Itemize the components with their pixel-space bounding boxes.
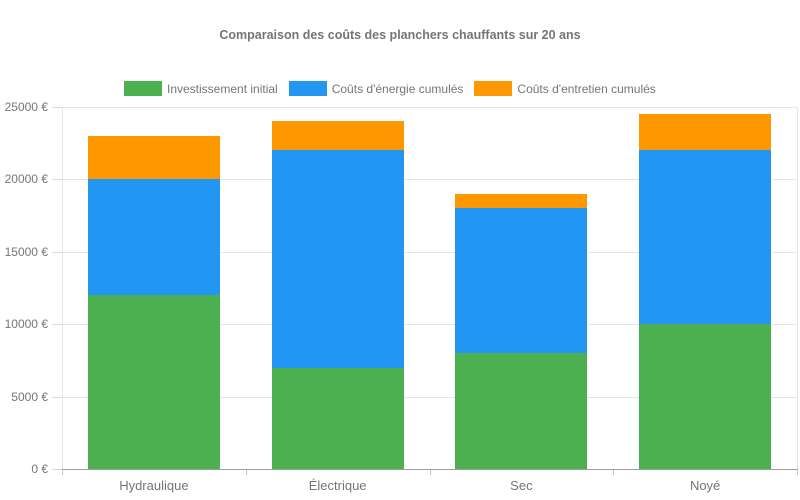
y-axis-label: 10000 € <box>4 317 48 332</box>
plot-border-left <box>62 107 63 469</box>
bar-segment-sec-1[interactable] <box>455 208 588 354</box>
legend-swatch-icon <box>474 81 513 96</box>
y-gridline <box>62 251 797 253</box>
y-axis-tick <box>52 107 62 108</box>
bar-segment-noyé-0[interactable] <box>639 324 772 469</box>
legend-label: Coûts d'énergie cumulés <box>331 81 464 96</box>
x-axis-label: Hydraulique <box>119 478 189 493</box>
bar-segment-hydraulique-0[interactable] <box>87 295 220 469</box>
y-axis-tick <box>52 179 62 181</box>
bar-segment-électrique-2[interactable] <box>271 121 404 151</box>
legend-label: Investissement initial <box>167 81 278 96</box>
bar-segment-électrique-0[interactable] <box>271 367 404 469</box>
legend: Investissement initial Coûts d'énergie cu… <box>124 81 656 96</box>
x-axis-tick <box>429 470 431 475</box>
x-axis-label: Noyé <box>689 478 721 493</box>
x-axis-label: Sec <box>510 478 533 493</box>
bar-segment-sec-2[interactable] <box>455 193 588 209</box>
bar-segment-noyé-2[interactable] <box>639 114 772 151</box>
y-gridline <box>62 324 797 326</box>
bar-segment-noyé-1[interactable] <box>639 150 772 325</box>
plot-border-right <box>797 107 798 469</box>
y-axis-label: 0 € <box>31 462 48 476</box>
y-gridline <box>62 396 797 398</box>
legend-swatch-icon <box>288 81 327 96</box>
legend-item-1[interactable]: Coûts d'énergie cumulés <box>288 81 464 96</box>
bar-segment-hydraulique-1[interactable] <box>87 179 220 296</box>
y-axis-label: 5000 € <box>11 389 48 404</box>
y-axis-tick <box>52 324 62 326</box>
legend-label: Coûts d'entretien cumulés <box>517 81 656 96</box>
y-axis-tick <box>52 469 62 470</box>
x-axis-tick <box>797 470 798 475</box>
bar-segment-hydraulique-2[interactable] <box>87 135 220 180</box>
bar-segment-électrique-1[interactable] <box>271 150 404 368</box>
legend-item-2[interactable]: Coûts d'entretien cumulés <box>474 81 656 96</box>
y-axis-tick <box>52 396 62 398</box>
y-gridline <box>62 107 797 108</box>
x-axis-tick <box>245 470 247 475</box>
y-axis-label: 25000 € <box>4 100 48 114</box>
x-axis-label: Électrique <box>308 478 367 493</box>
x-axis-tick <box>62 470 63 475</box>
chart-title: Comparaison des coûts des planchers chau… <box>219 28 581 42</box>
y-axis-tick <box>52 251 62 253</box>
y-gridline <box>62 179 797 181</box>
x-axis-line <box>62 469 798 470</box>
bar-segment-sec-0[interactable] <box>455 353 588 469</box>
y-axis-label: 15000 € <box>4 244 48 259</box>
legend-item-0[interactable]: Investissement initial <box>124 81 278 96</box>
legend-swatch-icon <box>124 81 162 96</box>
x-axis-tick <box>613 470 615 475</box>
y-axis-label: 20000 € <box>4 172 48 187</box>
